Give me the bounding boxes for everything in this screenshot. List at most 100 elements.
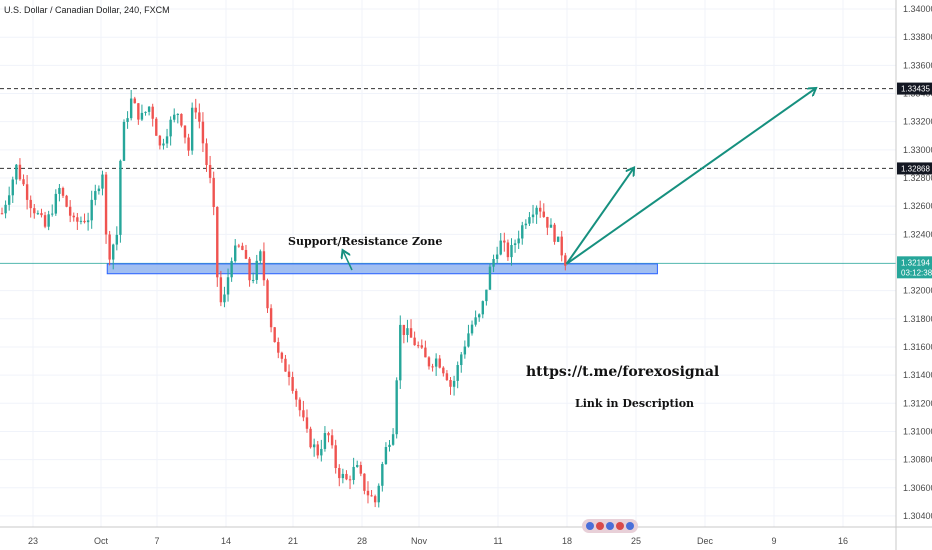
- candle-body: [291, 377, 294, 391]
- candle-body: [234, 245, 237, 262]
- candle-body: [212, 177, 215, 207]
- y-tick-label: 1.31600: [903, 342, 932, 352]
- y-tick-label: 1.32600: [903, 201, 932, 211]
- candle-body: [388, 444, 391, 448]
- candle-body: [61, 187, 65, 196]
- price-levels: [0, 88, 896, 264]
- candle-body: [452, 380, 456, 387]
- candle-body: [539, 207, 542, 212]
- candle-body: [420, 345, 423, 348]
- y-tick-label: 1.33800: [903, 32, 932, 42]
- candle-body: [564, 255, 567, 266]
- x-tick-label: Dec: [697, 536, 714, 546]
- candle-body: [165, 136, 169, 144]
- candle-body: [427, 357, 431, 367]
- candle-body: [137, 103, 140, 120]
- candle-body: [456, 365, 459, 381]
- y-tick-label: 1.30400: [903, 511, 932, 521]
- candle-body: [190, 107, 194, 151]
- candle-body: [65, 195, 68, 207]
- candle-body: [104, 174, 108, 235]
- chart-title: U.S. Dollar / Canadian Dollar, 240, FXCM: [4, 5, 170, 15]
- y-tick-label: 1.31800: [903, 314, 932, 324]
- y-tick-label: 1.33000: [903, 145, 932, 155]
- candle-body: [531, 214, 535, 218]
- candle-body: [377, 485, 380, 503]
- candle-body: [373, 496, 377, 503]
- candle-body: [29, 199, 32, 209]
- candle-body: [449, 380, 452, 387]
- candle-body: [248, 258, 251, 281]
- candle-body: [549, 224, 553, 228]
- projection-arrow: [565, 168, 634, 265]
- candle-body: [320, 448, 323, 456]
- annotations: Support/Resistance Zone https://t.me/fore…: [288, 235, 719, 410]
- candle-body: [162, 143, 165, 146]
- candle-body: [302, 410, 305, 418]
- candle-body: [36, 213, 40, 215]
- candle-body: [129, 98, 133, 119]
- candle-body: [485, 289, 488, 302]
- candle-body: [7, 195, 11, 205]
- candle-body: [255, 260, 258, 280]
- candle-body: [413, 337, 416, 346]
- candle-body: [40, 213, 43, 216]
- candle-body: [445, 373, 449, 381]
- candle-body: [330, 435, 334, 446]
- candle-body: [201, 121, 205, 144]
- y-tick-label: 1.31400: [903, 370, 932, 380]
- candle-body: [277, 342, 280, 353]
- candle-body: [33, 208, 36, 214]
- candle-body: [101, 174, 104, 189]
- candle-body: [553, 224, 556, 242]
- candle-body: [108, 234, 111, 260]
- candle-body: [72, 215, 75, 218]
- candle-body: [323, 433, 327, 449]
- telegram-link[interactable]: https://t.me/forexosignal: [526, 364, 719, 380]
- candle-body: [474, 317, 477, 325]
- candle-body: [94, 191, 97, 200]
- candle-body: [402, 324, 406, 335]
- candle-body: [503, 240, 506, 243]
- candle-body: [11, 179, 14, 196]
- candle-body: [4, 204, 7, 214]
- candle-body: [180, 113, 183, 126]
- candle-body: [216, 206, 219, 278]
- candle-body: [112, 244, 115, 260]
- x-tick-label: 7: [154, 536, 159, 546]
- candle-body: [198, 112, 201, 122]
- projection-arrows: [343, 89, 816, 271]
- x-tick-label: 28: [357, 536, 367, 546]
- candle-body: [391, 434, 395, 445]
- y-tick-label: 1.34000: [903, 4, 932, 14]
- candle-body: [58, 187, 61, 194]
- candle-body: [492, 258, 495, 267]
- logo-dot: [626, 522, 634, 530]
- projection-arrow: [565, 89, 816, 265]
- zone-rectangle[interactable]: [106, 263, 658, 275]
- candle-body: [399, 324, 402, 381]
- candle-body: [370, 495, 373, 497]
- candle-body: [79, 220, 83, 222]
- candle-body: [158, 135, 162, 146]
- candle-body: [384, 447, 388, 465]
- x-tick-label: Nov: [411, 536, 428, 546]
- support-resistance-zone[interactable]: [106, 263, 658, 275]
- candle-body: [280, 352, 284, 359]
- candle-body: [363, 473, 366, 491]
- candle-body: [431, 366, 434, 368]
- y-tick-label: 1.31000: [903, 426, 932, 436]
- candle-body: [298, 399, 302, 411]
- price-axis: 1.340001.338001.336001.334001.332001.330…: [895, 0, 932, 550]
- candle-body: [269, 308, 273, 328]
- candle-body: [495, 254, 499, 259]
- candle-body: [356, 465, 359, 467]
- candle-body: [97, 188, 101, 192]
- candle-body: [205, 143, 208, 165]
- candle-body: [345, 473, 348, 480]
- candle-body: [395, 380, 398, 435]
- candle-body: [406, 328, 409, 335]
- candle-body: [187, 137, 190, 151]
- candle-body: [223, 294, 226, 303]
